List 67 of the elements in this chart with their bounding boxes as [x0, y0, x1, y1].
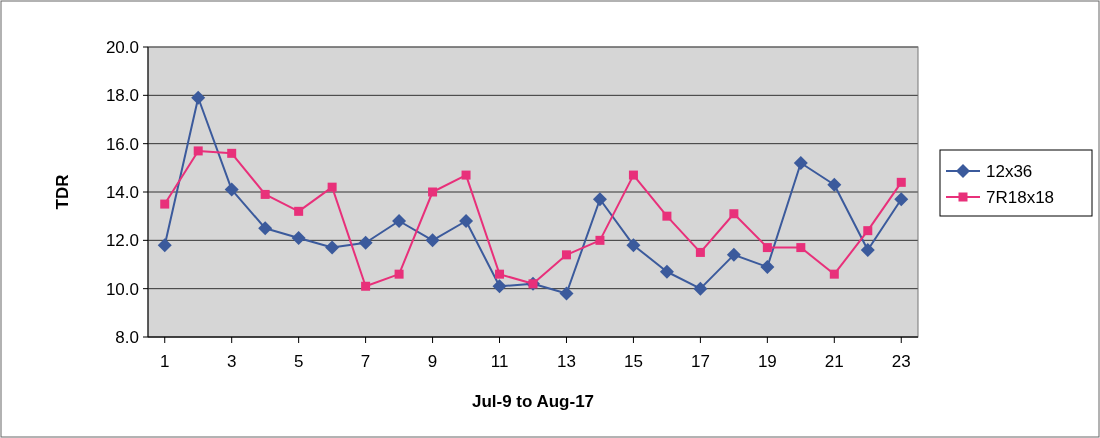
point — [894, 192, 909, 207]
point — [461, 170, 471, 180]
point — [626, 238, 641, 253]
point — [628, 170, 638, 180]
point — [294, 206, 304, 216]
y-tick-label: 14.0 — [105, 182, 139, 202]
point — [492, 279, 507, 294]
x-tick-label: 1 — [160, 352, 170, 371]
y-tick-label: 20.0 — [105, 37, 139, 57]
point — [659, 264, 674, 279]
point — [695, 247, 705, 257]
y-tick-label: 8.0 — [115, 327, 139, 347]
x-tick-label: 21 — [824, 352, 844, 371]
point — [827, 177, 842, 192]
point — [762, 243, 772, 253]
x-tick-label: 13 — [557, 352, 576, 371]
point — [327, 182, 337, 192]
x-tick-label: 23 — [891, 352, 911, 371]
point — [224, 182, 239, 197]
y-tick-label: 18.0 — [105, 86, 139, 106]
point — [193, 146, 203, 156]
point — [592, 192, 607, 207]
point — [863, 226, 873, 236]
point — [394, 269, 404, 279]
point — [729, 209, 739, 219]
point — [459, 214, 474, 228]
x-tick-label: 3 — [226, 352, 237, 371]
x-tick-label: 9 — [427, 352, 438, 371]
point — [559, 286, 574, 301]
x-axis-title: Jul-9 to Aug-17 — [471, 392, 595, 411]
legend-label: 7R18x18 — [986, 187, 1055, 207]
point — [392, 214, 407, 228]
point — [157, 238, 172, 253]
point — [896, 177, 906, 187]
point — [428, 187, 438, 197]
point — [361, 281, 371, 291]
x-tick-label: 19 — [757, 352, 777, 371]
point — [829, 269, 839, 279]
y-axis-title: TDR — [53, 174, 72, 210]
x-tick-label: 17 — [690, 352, 710, 371]
point — [796, 243, 806, 253]
point — [595, 235, 605, 245]
point — [227, 148, 237, 158]
point — [258, 221, 273, 236]
x-tick-label: 15 — [623, 352, 643, 371]
point — [760, 259, 775, 274]
point — [693, 281, 708, 296]
point — [358, 235, 373, 250]
point — [662, 211, 672, 221]
point — [160, 199, 170, 209]
point — [793, 156, 808, 170]
point — [191, 90, 206, 105]
legend-label: 12x36 — [986, 161, 1033, 181]
point — [325, 240, 340, 255]
x-tick-label: 5 — [293, 352, 304, 371]
y-tick-label: 10.0 — [105, 279, 139, 299]
point — [726, 247, 741, 262]
point — [291, 230, 306, 245]
point — [860, 243, 875, 257]
point — [561, 250, 571, 260]
x-tick-label: 7 — [360, 352, 371, 371]
point — [425, 233, 440, 248]
x-tick-label: 11 — [490, 352, 509, 371]
point — [495, 269, 505, 279]
y-tick-label: 16.0 — [105, 134, 139, 154]
point — [260, 189, 270, 199]
y-tick-label: 12.0 — [105, 231, 139, 251]
